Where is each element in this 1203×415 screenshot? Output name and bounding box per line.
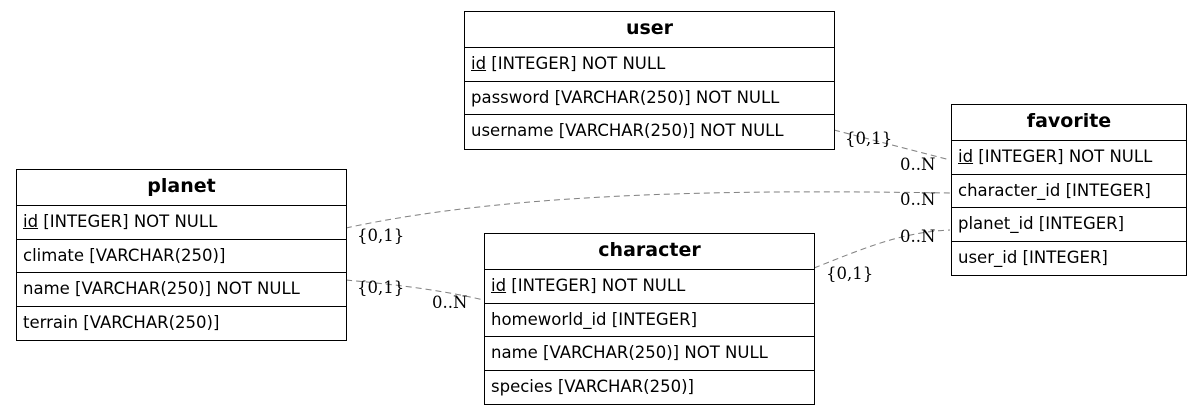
edge-character-favorite <box>813 229 951 269</box>
field-definition: password [VARCHAR(250)] NOT NULL <box>471 87 780 107</box>
cardinality-planet-fav-many: 0..N <box>900 190 936 209</box>
field-definition: homeworld_id [INTEGER] <box>491 309 698 329</box>
field-definition: character_id [INTEGER] <box>958 180 1151 200</box>
field-definition: user_id [INTEGER] <box>958 247 1108 267</box>
primary-key: id <box>23 212 39 231</box>
field-definition: [INTEGER] NOT NULL <box>973 147 1153 166</box>
entity-field: homeworld_id [INTEGER] <box>485 304 814 337</box>
entity-title: character <box>485 234 814 270</box>
field-definition: [INTEGER] NOT NULL <box>506 276 686 295</box>
field-definition: name [VARCHAR(250)] NOT NULL <box>491 343 768 362</box>
field-definition: planet_id [INTEGER] <box>958 214 1125 233</box>
cardinality-user-many: 0..N <box>900 155 936 174</box>
cardinality-planet-char-many: 0..N <box>432 293 468 312</box>
entity-field: character_id [INTEGER] <box>952 175 1186 208</box>
entity-field: name [VARCHAR(250)] NOT NULL <box>17 273 346 307</box>
entity-field: climate [VARCHAR(250)] <box>17 240 346 273</box>
field-definition: climate [VARCHAR(250)] <box>23 245 226 265</box>
field-definition: name [VARCHAR(250)] NOT NULL <box>23 279 300 298</box>
edge-planet-favorite <box>345 191 951 229</box>
entity-field: name [VARCHAR(250)] NOT NULL <box>485 337 814 371</box>
cardinality-char-fav-one: {0,1} <box>826 264 874 283</box>
entity-title: planet <box>17 170 346 206</box>
field-definition: species [VARCHAR(250)] <box>491 376 694 396</box>
entity-user[interactable]: user id [INTEGER] NOT NULL password [VAR… <box>464 11 835 150</box>
entity-field: id [INTEGER] NOT NULL <box>952 141 1186 175</box>
entity-field: planet_id [INTEGER] <box>952 208 1186 242</box>
field-definition: username [VARCHAR(250)] NOT NULL <box>471 121 784 140</box>
cardinality-planet-fav-one: {0,1} <box>357 226 405 245</box>
entity-planet[interactable]: planet id [INTEGER] NOT NULL climate [VA… <box>16 169 347 341</box>
entity-field: id [INTEGER] NOT NULL <box>465 48 834 82</box>
entity-field: terrain [VARCHAR(250)] <box>17 307 346 341</box>
field-definition: [INTEGER] NOT NULL <box>38 212 218 231</box>
cardinality-planet-char-one: {0,1} <box>357 278 405 297</box>
primary-key: id <box>491 276 507 295</box>
entity-field: password [VARCHAR(250)] NOT NULL <box>465 82 834 115</box>
entity-character[interactable]: character id [INTEGER] NOT NULL homeworl… <box>484 233 815 405</box>
entity-title: user <box>465 12 834 48</box>
entity-field: species [VARCHAR(250)] <box>485 371 814 405</box>
cardinality-char-fav-many: 0..N <box>900 227 936 246</box>
entity-favorite[interactable]: favorite id [INTEGER] NOT NULL character… <box>951 104 1187 276</box>
primary-key: id <box>471 54 487 73</box>
entity-field: id [INTEGER] NOT NULL <box>485 270 814 304</box>
cardinality-user-one: {0,1} <box>845 129 893 148</box>
entity-title: favorite <box>952 105 1186 141</box>
entity-field: id [INTEGER] NOT NULL <box>17 206 346 240</box>
entity-field: user_id [INTEGER] <box>952 242 1186 276</box>
edge-planet-character <box>345 279 485 301</box>
primary-key: id <box>958 147 974 166</box>
field-definition: [INTEGER] NOT NULL <box>486 54 666 73</box>
entity-field: username [VARCHAR(250)] NOT NULL <box>465 115 834 149</box>
field-definition: terrain [VARCHAR(250)] <box>23 312 220 332</box>
